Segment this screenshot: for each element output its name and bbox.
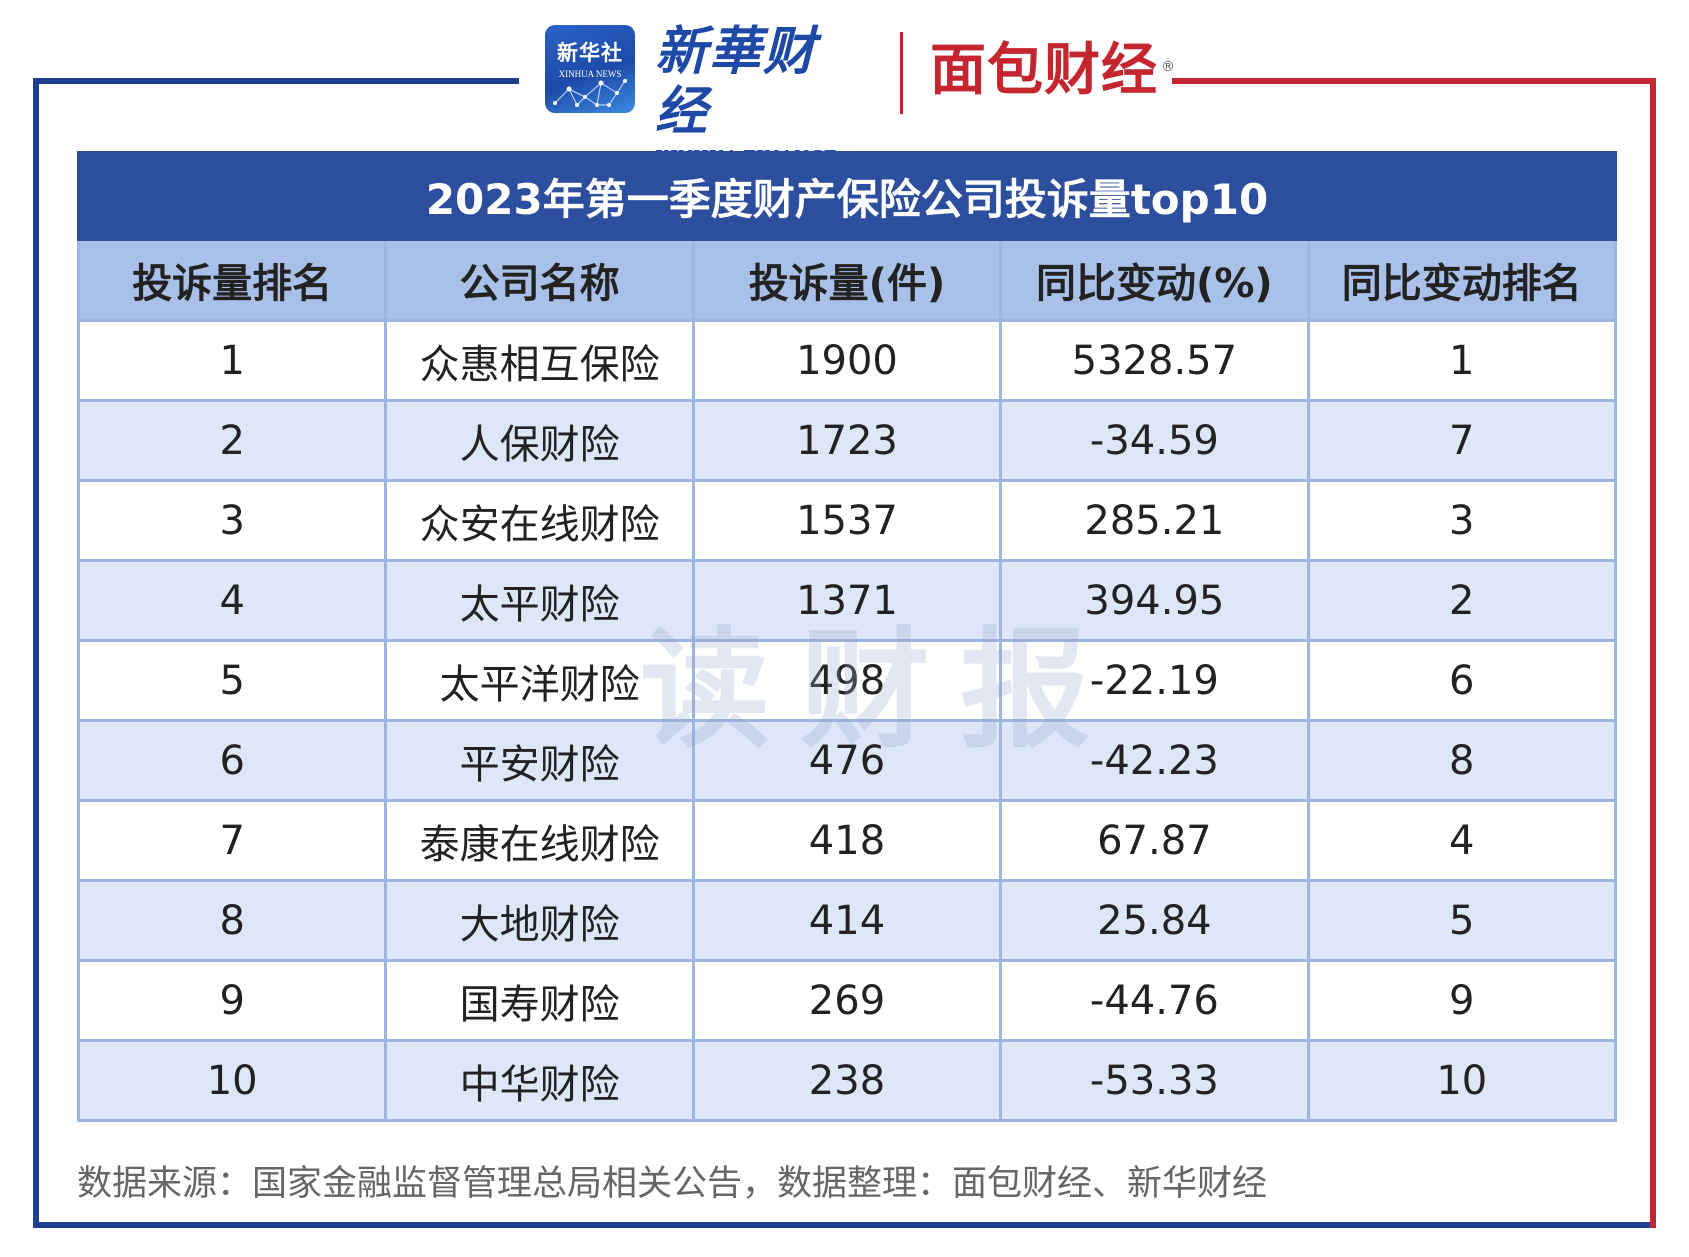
- cell-rank: 6: [76, 719, 388, 802]
- cell-yoy: 285.21: [999, 479, 1310, 562]
- cell-rank: 8: [76, 879, 388, 962]
- cell-count: 269: [691, 959, 1003, 1042]
- cell-company: 众惠相互保险: [384, 319, 695, 402]
- table-header-row: 投诉量排名 公司名称 投诉量(件) 同比变动(%) 同比变动排名: [76, 238, 1618, 322]
- registered-mark: ®: [1161, 59, 1176, 75]
- cell-yoy: -44.76: [999, 959, 1310, 1042]
- frame-red-top-line: [1172, 78, 1656, 84]
- cell-count: 476: [691, 719, 1003, 802]
- cell-company: 人保财险: [384, 399, 695, 482]
- cell-yoy: 394.95: [999, 559, 1310, 642]
- xinhua-news-logo: 新华社 XINHUA NEWS: [545, 25, 635, 113]
- header-complaint-rank: 投诉量排名: [76, 238, 388, 322]
- header-yoy-change-rank: 同比变动排名: [1306, 238, 1618, 322]
- cell-rank: 1: [76, 319, 388, 402]
- header-complaint-count: 投诉量(件): [691, 238, 1003, 322]
- cell-rank: 3: [76, 479, 388, 562]
- table-row: 5 太平洋财险 498 -22.19 6: [76, 639, 1618, 722]
- table-row: 6 平安财险 476 -42.23 8: [76, 719, 1618, 802]
- cell-yoy-rank: 9: [1306, 959, 1618, 1042]
- table-title: 2023年第一季度财产保险公司投诉量top10: [77, 151, 1617, 241]
- mianbao-finance-logo: 面包财经 ®: [930, 36, 1175, 106]
- header-company-name: 公司名称: [384, 238, 695, 322]
- cell-yoy-rank: 2: [1306, 559, 1618, 642]
- cell-yoy: 25.84: [999, 879, 1310, 962]
- cell-company: 众安在线财险: [384, 479, 695, 562]
- cell-rank: 9: [76, 959, 388, 1042]
- cell-yoy: -42.23: [999, 719, 1310, 802]
- frame-blue-top-line: [33, 78, 519, 84]
- table-row: 7 泰康在线财险 418 67.87 4: [76, 799, 1618, 882]
- cell-rank: 10: [76, 1039, 388, 1122]
- logo-divider: [900, 32, 903, 114]
- cell-yoy-rank: 1: [1306, 319, 1618, 402]
- cell-company: 国寿财险: [384, 959, 695, 1042]
- network-dots-icon: [553, 79, 627, 107]
- cell-company: 中华财险: [384, 1039, 695, 1122]
- cell-rank: 7: [76, 799, 388, 882]
- cell-company: 太平洋财险: [384, 639, 695, 722]
- cell-yoy-rank: 3: [1306, 479, 1618, 562]
- cell-yoy: -34.59: [999, 399, 1310, 482]
- cell-count: 1371: [691, 559, 1003, 642]
- cell-yoy: -22.19: [999, 639, 1310, 722]
- table-row: 10 中华财险 238 -53.33 10: [76, 1039, 1618, 1122]
- cell-count: 1900: [691, 319, 1003, 402]
- cell-yoy-rank: 8: [1306, 719, 1618, 802]
- source-note: 数据来源：国家金融监督管理总局相关公告，数据整理：面包财经、新华财经: [77, 1164, 1268, 1204]
- frame-blue-left-line: [33, 78, 39, 1228]
- cell-rank: 4: [76, 559, 388, 642]
- cell-yoy: 67.87: [999, 799, 1310, 882]
- cell-count: 414: [691, 879, 1003, 962]
- table-row: 1 众惠相互保险 1900 5328.57 1: [76, 319, 1618, 402]
- table-row: 9 国寿财险 269 -44.76 9: [76, 959, 1618, 1042]
- frame-blue-bottom-line: [33, 1222, 1653, 1228]
- cell-company: 平安财险: [384, 719, 695, 802]
- xinhua-finance-logo: 新華财经 XINHUA FINANCE: [655, 21, 838, 169]
- cell-company: 泰康在线财险: [384, 799, 695, 882]
- table-row: 4 太平财险 1371 394.95 2: [76, 559, 1618, 642]
- table-row: 8 大地财险 414 25.84 5: [76, 879, 1618, 962]
- cell-yoy: -53.33: [999, 1039, 1310, 1122]
- cell-count: 1537: [691, 479, 1003, 562]
- header-yoy-change: 同比变动(%): [999, 238, 1310, 322]
- table-row: 3 众安在线财险 1537 285.21 3: [76, 479, 1618, 562]
- frame-red-right-line: [1650, 78, 1656, 1228]
- cell-yoy-rank: 6: [1306, 639, 1618, 722]
- cell-company: 大地财险: [384, 879, 695, 962]
- cell-yoy-rank: 10: [1306, 1039, 1618, 1122]
- cell-yoy: 5328.57: [999, 319, 1310, 402]
- cell-yoy-rank: 5: [1306, 879, 1618, 962]
- cell-count: 1723: [691, 399, 1003, 482]
- cell-company: 太平财险: [384, 559, 695, 642]
- cell-count: 498: [691, 639, 1003, 722]
- cell-count: 238: [691, 1039, 1003, 1122]
- table-row: 2 人保财险 1723 -34.59 7: [76, 399, 1618, 482]
- cell-yoy-rank: 7: [1306, 399, 1618, 482]
- cell-rank: 2: [76, 399, 388, 482]
- complaint-table: 2023年第一季度财产保险公司投诉量top10 投诉量排名 公司名称 投诉量(件…: [76, 151, 1618, 1122]
- cell-rank: 5: [76, 639, 388, 722]
- cell-yoy-rank: 4: [1306, 799, 1618, 882]
- cell-count: 418: [691, 799, 1003, 882]
